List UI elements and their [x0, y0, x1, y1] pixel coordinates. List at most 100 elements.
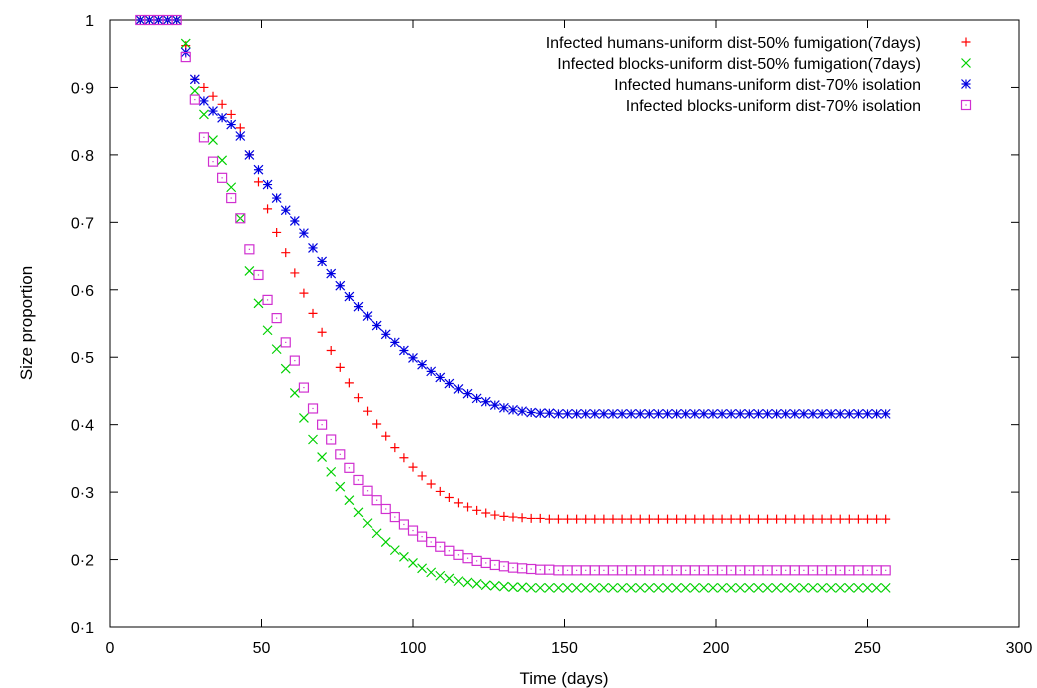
data-point	[744, 565, 755, 576]
data-point	[398, 551, 409, 562]
data-point	[335, 481, 346, 492]
data-point	[562, 565, 573, 576]
data-point	[817, 514, 827, 524]
data-point	[871, 408, 882, 419]
data-point	[380, 537, 391, 547]
data-point	[472, 505, 482, 515]
data-point	[653, 565, 664, 576]
data-point	[880, 582, 891, 593]
data-point	[780, 565, 791, 576]
data-point	[708, 408, 718, 419]
legend-entry-marker	[960, 99, 972, 111]
data-point	[844, 408, 855, 419]
data-point	[344, 462, 355, 473]
data-point	[708, 514, 718, 524]
data-point	[563, 514, 573, 524]
data-point	[753, 565, 764, 576]
data-point	[744, 514, 754, 524]
x-tick-label: 150	[551, 640, 578, 657]
data-point	[617, 408, 627, 419]
data-point	[716, 565, 728, 576]
data-point	[371, 320, 382, 331]
data-point	[517, 513, 527, 523]
data-marks	[135, 14, 891, 593]
y-tick-label: 0·9	[71, 80, 94, 97]
data-point	[562, 408, 573, 419]
data-point	[408, 352, 418, 363]
data-point	[853, 582, 864, 593]
data-point	[444, 378, 455, 389]
data-point	[390, 443, 400, 453]
data-point	[480, 557, 491, 569]
data-point	[763, 514, 773, 524]
data-point	[780, 582, 791, 593]
data-point	[353, 474, 364, 486]
data-point	[298, 412, 309, 423]
data-point	[817, 408, 827, 419]
data-point	[208, 135, 218, 145]
data-point	[871, 582, 882, 593]
data-point	[226, 182, 237, 193]
data-point	[544, 408, 555, 419]
y-tick-label: 1	[85, 13, 94, 30]
data-point	[680, 565, 691, 576]
data-point	[535, 564, 546, 575]
data-point	[826, 582, 837, 593]
data-point	[526, 407, 537, 418]
data-point	[417, 359, 428, 370]
data-point	[507, 562, 519, 573]
data-point	[671, 408, 682, 419]
data-point	[553, 514, 563, 524]
data-point	[289, 216, 300, 226]
data-point	[626, 514, 636, 524]
data-point	[753, 514, 763, 524]
data-point	[526, 563, 537, 575]
data-point	[835, 565, 846, 576]
data-point	[199, 82, 209, 92]
data-point	[544, 514, 554, 524]
data-point	[717, 514, 727, 524]
legend-entry-marker	[961, 58, 971, 68]
data-point	[817, 582, 827, 593]
series-2	[135, 15, 891, 593]
data-point	[381, 431, 391, 441]
data-point	[589, 582, 600, 593]
data-point	[290, 268, 300, 278]
data-point	[881, 514, 891, 524]
data-point	[262, 294, 273, 305]
data-point	[808, 408, 818, 419]
data-point	[807, 565, 819, 576]
data-point	[298, 382, 310, 393]
data-point	[471, 578, 482, 589]
data-point	[598, 408, 609, 419]
data-point	[844, 565, 855, 576]
data-point	[781, 514, 791, 524]
data-point	[308, 243, 318, 253]
data-point	[771, 408, 782, 419]
data-point	[408, 558, 418, 568]
data-point	[862, 565, 873, 576]
data-point	[553, 582, 564, 593]
data-point	[571, 408, 582, 419]
data-point	[517, 582, 528, 593]
data-point	[417, 471, 427, 481]
data-point	[589, 565, 600, 576]
data-point	[416, 531, 428, 542]
data-point	[653, 514, 663, 524]
data-point	[235, 123, 245, 133]
data-point	[189, 94, 200, 105]
data-point	[662, 565, 673, 576]
data-point	[717, 408, 727, 419]
data-point	[317, 452, 328, 462]
data-point	[672, 514, 682, 524]
data-point	[726, 565, 737, 576]
y-tick-label: 0·3	[71, 485, 94, 502]
data-point	[180, 51, 191, 63]
data-point	[208, 91, 218, 101]
data-point	[462, 388, 473, 399]
data-point	[871, 565, 882, 576]
data-point	[289, 355, 300, 366]
data-point	[789, 565, 800, 576]
data-point	[362, 485, 373, 496]
